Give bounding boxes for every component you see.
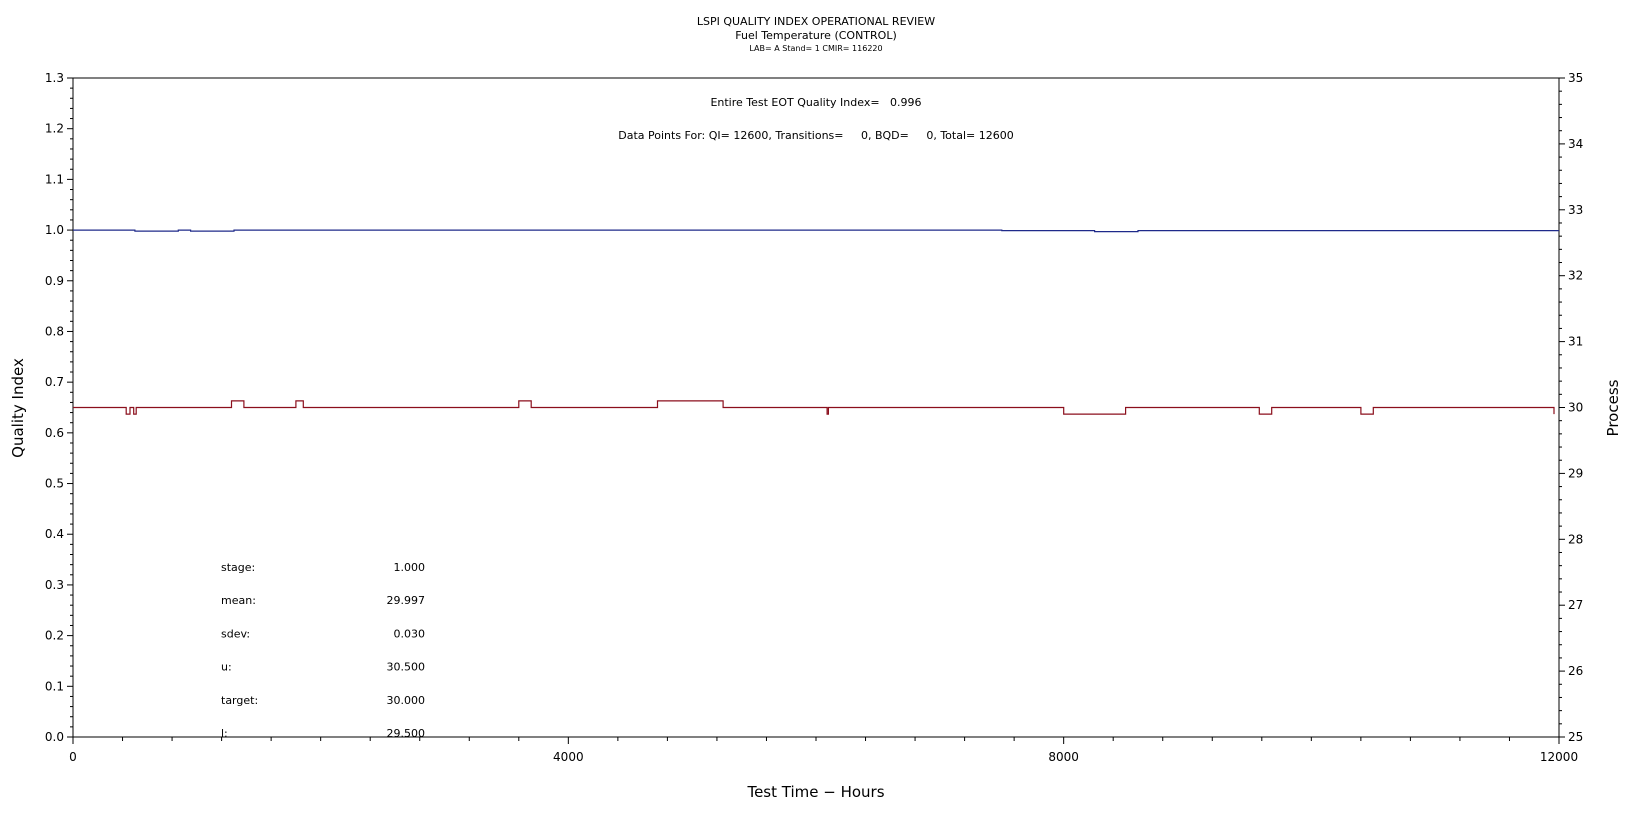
process-line [73, 400, 1555, 415]
y2-tick-label: 32 [1568, 269, 1583, 283]
y2-tick-label: 35 [1568, 71, 1583, 85]
y2-tick-label: 30 [1568, 401, 1583, 415]
chart-title: LSPI QUALITY INDEX OPERATIONAL REVIEW [697, 15, 935, 28]
chart-lab-info: LAB= A Stand= 1 CMIR= 116220 [749, 44, 882, 53]
y-tick-label: 0.1 [45, 679, 64, 693]
x-tick-label: 0 [69, 750, 77, 764]
stat-label: target: [221, 694, 258, 707]
stat-label: mean: [221, 594, 256, 607]
y2-axis-title: Process [1604, 379, 1622, 436]
stat-value: 1.000 [394, 561, 426, 574]
stat-label: l: [221, 727, 228, 740]
chart-subtitle: Fuel Temperature (CONTROL) [735, 29, 897, 42]
y2-tick-label: 26 [1568, 664, 1583, 678]
y-tick-label: 0.2 [45, 629, 64, 643]
y2-tick-label: 29 [1568, 466, 1583, 480]
stat-value: 29.997 [387, 594, 426, 607]
data-points-annotation: Data Points For: QI= 12600, Transitions=… [618, 129, 1013, 142]
y-tick-label: 1.2 [45, 122, 64, 136]
stats-table: stage: 1.000 mean: 29.997 sdev: 0.030 u: 30.500… [221, 561, 425, 740]
stat-value: 0.030 [394, 627, 426, 640]
x-tick-label: 8000 [1048, 750, 1079, 764]
series-layer [73, 229, 1559, 415]
y2-tick-label: 28 [1568, 532, 1583, 546]
stat-label: stage: [221, 561, 255, 574]
x-axis-title: Test Time − Hours [746, 783, 884, 801]
quality-index-annotation: Entire Test EOT Quality Index= 0.996 [710, 96, 921, 109]
stat-value: 30.000 [387, 694, 426, 707]
quality-index-line [73, 229, 1559, 233]
y-tick-label: 1.1 [45, 172, 64, 186]
stat-value: 29.500 [387, 727, 426, 740]
y-tick-label: 0.5 [45, 477, 64, 491]
y2-tick-label: 31 [1568, 335, 1583, 349]
y-axis-title: Quality Index [9, 358, 27, 458]
y-tick-label: 1.3 [45, 71, 64, 85]
x-tick-label: 12000 [1540, 750, 1578, 764]
y2-tick-label: 34 [1568, 137, 1583, 151]
stat-value: 30.500 [387, 661, 426, 674]
y-tick-label: 0.0 [45, 730, 64, 744]
y-tick-label: 0.3 [45, 578, 64, 592]
stat-label: u: [221, 661, 232, 674]
y-tick-label: 0.9 [45, 274, 64, 288]
y-tick-label: 0.6 [45, 426, 64, 440]
y2-tick-label: 33 [1568, 203, 1583, 217]
y-tick-label: 0.7 [45, 375, 64, 389]
stat-label: sdev: [221, 627, 250, 640]
left-y-axis: 0.0 0.1 0.2 0.3 0.4 0.5 0.6 0.7 0.8 0.9 1.0 1.1 1.2 1… [45, 71, 73, 744]
y-tick-label: 0.8 [45, 324, 64, 338]
x-axis: 0 4000 8000 12000 [69, 737, 1578, 764]
x-tick-label: 4000 [553, 750, 584, 764]
y-tick-label: 0.4 [45, 527, 64, 541]
y-tick-label: 1.0 [45, 223, 64, 237]
y2-tick-label: 27 [1568, 598, 1583, 612]
y2-tick-label: 25 [1568, 730, 1583, 744]
right-y-axis: 25 26 27 28 29 30 31 32 33 34 35 [1559, 71, 1583, 744]
